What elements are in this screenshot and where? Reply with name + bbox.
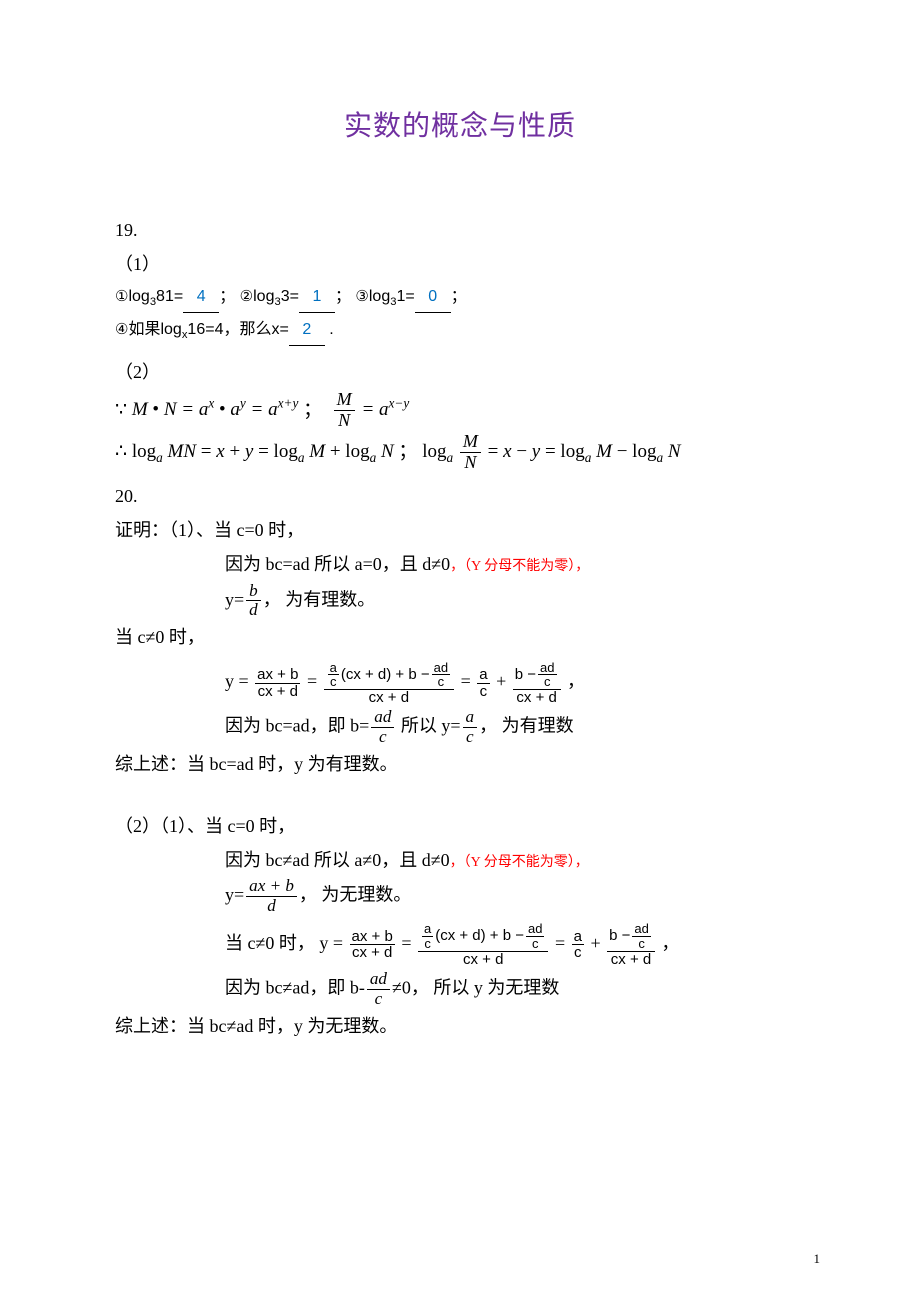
q20-note1: ，（Y 分母不能为零），: [450, 559, 589, 574]
q20-p2l2: y=ax + bd， 为无理数。: [115, 877, 805, 916]
q19-line1: ①log381=4； ②log33=1； ③log31=0；: [115, 282, 805, 313]
blank-4: 2: [289, 315, 325, 346]
frac-bd: bd: [246, 582, 261, 621]
q20-p2note: ，（Y 分母不能为零），: [450, 855, 589, 870]
page: 实数的概念与性质 19. （1） ①log381=4； ②log33=1； ③l…: [0, 0, 920, 1302]
marker-4: ④: [115, 321, 128, 338]
q20-concl2: 综上述：当 bc≠ad 时，y 为无理数。: [115, 1009, 805, 1043]
q20-l1: 因为 bc=ad 所以 a=0，且 d≠0，（Y 分母不能为零），: [115, 547, 805, 581]
q19-part2-label: （2）: [115, 355, 805, 389]
log1: log381=: [128, 288, 183, 305]
f2: ac(cx + d) + b −adc cx + d: [324, 661, 455, 706]
frac-MN-2: MN: [460, 432, 481, 473]
frac-axbd: ax + bd: [246, 877, 297, 916]
f3a: ac: [477, 667, 489, 700]
p2f2: ac(cx + d) + b −adc cx + d: [418, 922, 549, 967]
q20-label: 20.: [115, 479, 805, 513]
q19-part1-label: （1）: [115, 247, 805, 281]
frac-ac: ac: [463, 708, 478, 747]
q20-p2l3: 当 c≠0 时， y = ax + bcx + d = ac(cx + d) +…: [115, 916, 805, 970]
p2f3b: b −adc cx + d: [607, 922, 655, 967]
f1: ax + bcx + d: [255, 667, 300, 700]
eqC: loga MN = x + y = loga M + loga N: [132, 441, 394, 462]
log3: log31=: [369, 288, 415, 305]
q19-label: 19.: [115, 213, 805, 247]
eqB: = ax−y: [361, 399, 409, 420]
eqA: M • N = ax • ay = ax+y: [132, 399, 299, 420]
page-title: 实数的概念与性质: [115, 100, 805, 153]
q20-l3: 当 c≠0 时，: [115, 620, 805, 654]
q20-concl1: 综上述：当 bc=ad 时，y 为有理数。: [115, 747, 805, 781]
q20-l2: y=bd， 为有理数。: [115, 582, 805, 621]
q20-p2l4: 因为 bc≠ad，即 b-adc≠0， 所以 y 为无理数: [115, 970, 805, 1009]
frac-adc: adc: [371, 708, 394, 747]
page-number: 1: [814, 1247, 821, 1272]
blank-2: 1: [299, 282, 335, 313]
blank-1: 4: [183, 282, 219, 313]
blank-3: 0: [415, 282, 451, 313]
q20-l4: 因为 bc=ad，即 b=adc 所以 y=ac， 为有理数: [115, 708, 805, 747]
frac-MN: MN: [334, 390, 355, 431]
q19-eq-because: ∵ M • N = ax • ay = ax+y ； MN = ax−y: [115, 389, 805, 431]
p2f3a: ac: [572, 929, 584, 962]
q19-line2: ④如果logx16=4，那么x=2 .: [115, 315, 805, 346]
q20-eqchain: y = ax + bcx + d = ac(cx + d) + b −adc c…: [115, 654, 805, 708]
q20-p2l1: 因为 bc≠ad 所以 a≠0，且 d≠0，（Y 分母不能为零），: [115, 843, 805, 877]
marker-1: ①: [115, 288, 128, 305]
q19-eq-therefore: ∴ loga MN = x + y = loga M + loga N ； lo…: [115, 431, 805, 473]
eqD-pre: loga: [422, 441, 453, 462]
q20-proof: 证明：（1）、当 c=0 时，: [115, 513, 805, 547]
marker-3: ③: [355, 288, 368, 305]
eqD-rhs: = x − y = loga M − loga N: [488, 441, 681, 462]
log4: logx16=4: [160, 321, 223, 338]
q20-part2-hdr: （2）（1）、当 c=0 时，: [115, 809, 805, 843]
p2f1: ax + bcx + d: [350, 929, 395, 962]
frac-adc2: adc: [367, 970, 390, 1009]
f3b: b −adc cx + d: [513, 661, 561, 706]
marker-2: ②: [240, 288, 253, 305]
log2: log33=: [253, 288, 299, 305]
